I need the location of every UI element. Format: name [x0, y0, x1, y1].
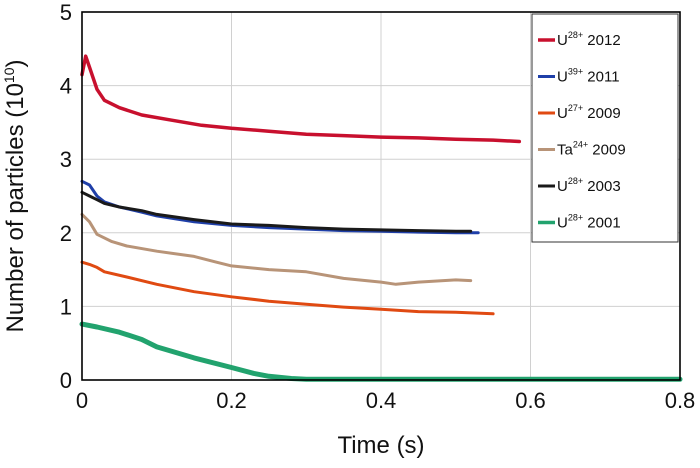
legend-label: U28+ 2001 — [557, 213, 621, 232]
x-tick-label: 0.4 — [366, 388, 397, 413]
x-tick-label: 0.8 — [665, 388, 696, 413]
y-axis-title: Number of particles (1010) — [1, 59, 29, 332]
y-tick-label: 0 — [60, 368, 72, 393]
legend-label: U27+ 2009 — [557, 103, 621, 122]
x-tick-label: 0.6 — [515, 388, 546, 413]
y-tick-label: 5 — [60, 0, 72, 25]
legend-label: U28+ 2003 — [557, 176, 621, 195]
x-tick-label: 0.2 — [216, 388, 247, 413]
legend: U28+ 2012 U39+ 2011 U27+ 2009 Ta24+ 2009 U28… — [531, 13, 679, 243]
series-line-0 — [80, 54, 522, 144]
y-tick-label: 3 — [60, 147, 72, 172]
series-line-4 — [80, 260, 495, 316]
y-tick-label: 2 — [60, 221, 72, 246]
y-tick-label: 4 — [60, 74, 72, 99]
y-axis-ticks: 0 1 2 3 4 5 — [60, 0, 72, 393]
plot-frame — [81, 11, 681, 381]
legend-label: U39+ 2011 — [557, 67, 620, 86]
legend-label: Ta24+ 2009 — [557, 140, 626, 159]
legend-label: U28+ 2012 — [557, 30, 621, 49]
y-tick-label: 1 — [60, 294, 72, 319]
x-tick-label: 0 — [76, 388, 88, 413]
x-axis-ticks: 0 0.2 0.4 0.6 0.8 — [76, 388, 695, 413]
series-line-3 — [80, 212, 473, 286]
legend-box — [531, 13, 679, 243]
x-axis-title: Time (s) — [337, 432, 424, 459]
series-line-2 — [80, 190, 473, 233]
